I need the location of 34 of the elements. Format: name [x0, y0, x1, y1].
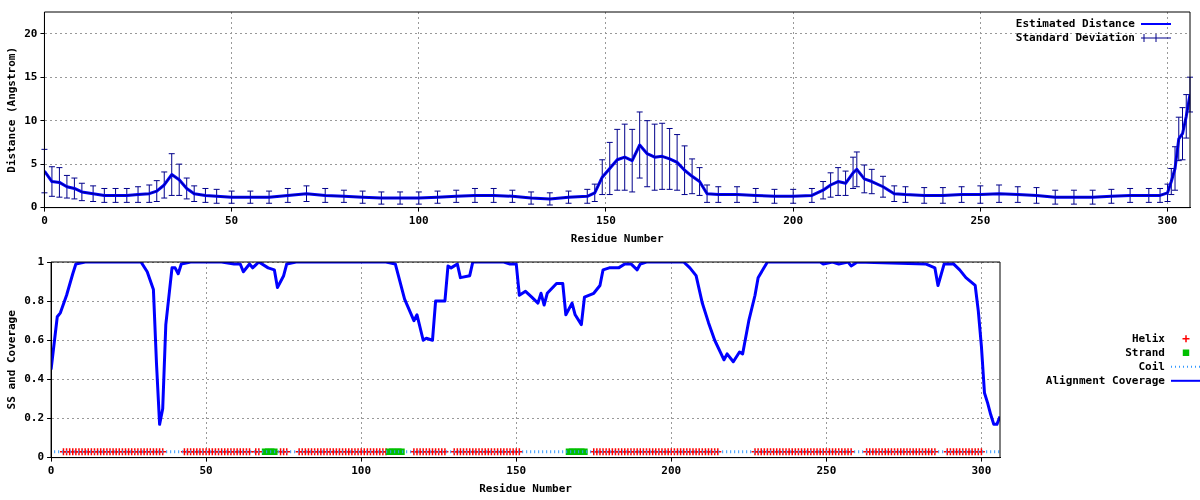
legend-label: Standard Deviation	[1015, 30, 1135, 44]
x-tick-label: 100	[351, 464, 372, 478]
y-tick-label: 0.4	[24, 372, 45, 386]
x-tick-label: 0	[47, 464, 55, 478]
legend-label: Estimated Distance	[1015, 16, 1136, 30]
x-tick-label: 150	[506, 464, 527, 478]
legend-label: Helix	[1131, 331, 1166, 345]
y-tick-label: 1	[37, 254, 45, 268]
x-tick-label: 250	[970, 214, 991, 228]
y-tick-label: 5	[30, 156, 38, 170]
y-tick-label: 0.8	[24, 293, 45, 307]
x-tick-label: 200	[783, 214, 804, 228]
x-tick-label: 50	[199, 464, 213, 478]
y-tick-label: 0.2	[24, 411, 45, 425]
y-tick-label: 20	[24, 26, 38, 40]
x-axis-title: Residue Number	[479, 482, 573, 496]
legend-label: Coil	[1138, 359, 1165, 373]
legend-label: Strand	[1125, 345, 1165, 359]
x-tick-label: 150	[596, 214, 616, 228]
y-tick-label: 0.6	[24, 333, 45, 347]
y-tick-label: 10	[24, 113, 38, 127]
x-tick-label: 100	[408, 214, 429, 228]
x-tick-label: 200	[661, 464, 682, 478]
y-tick-label: 15	[24, 70, 38, 84]
y-axis-title: Distance (Angstrom)	[5, 46, 19, 173]
y-axis-title: SS and Coverage	[5, 309, 19, 410]
x-axis-title: Residue Number	[570, 232, 664, 246]
x-tick-label: 300	[971, 464, 992, 478]
x-tick-label: 50	[225, 214, 239, 228]
y-tick-label: 0	[30, 200, 38, 214]
y-tick-label: 0	[37, 450, 45, 464]
x-tick-label: 300	[1157, 214, 1178, 228]
x-tick-label: 250	[816, 464, 837, 478]
legend-label: Alignment Coverage	[1045, 373, 1166, 387]
